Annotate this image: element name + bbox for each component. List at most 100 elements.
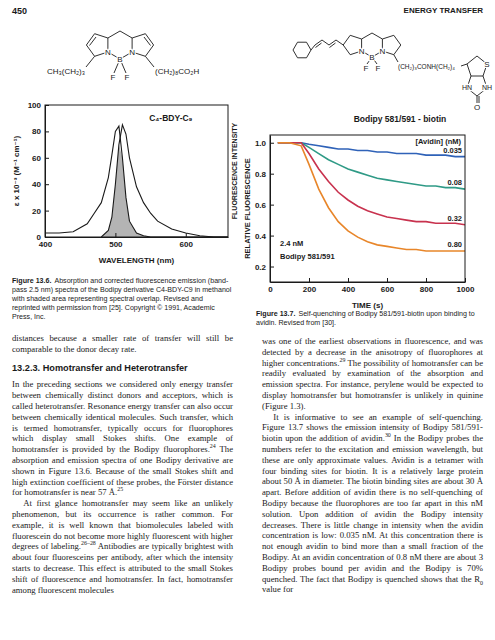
x-tick: 400 [342, 278, 356, 294]
x-tick-label: 800 [420, 285, 434, 294]
structure-label: B [369, 53, 374, 62]
x-tick-label: 0 [268, 285, 273, 294]
y-axis: 020406080100 [28, 101, 49, 242]
x-axis: 400500600 [39, 233, 229, 249]
bond [132, 34, 154, 57]
y-tick-label: 0 [37, 233, 42, 242]
bond [293, 42, 311, 58]
structure-label: N [105, 48, 111, 57]
y-tick-label: 100 [28, 101, 42, 110]
series-line [101, 125, 228, 237]
x-tick-mark [309, 278, 310, 282]
x-tick-label: 200 [303, 285, 317, 294]
annotation: C₄-BDY-C₉ [149, 113, 192, 123]
y-tick: 0.8 [255, 170, 274, 179]
y-tick-mark [45, 184, 49, 185]
y-tick-label: 0.2 [255, 263, 267, 272]
y-axis-line [45, 106, 46, 238]
paragraph: It is informative to see an example of s… [262, 412, 483, 596]
plot-frame [270, 135, 465, 282]
y-tick: 80 [32, 127, 49, 136]
y-tick-label: 80 [32, 127, 41, 136]
y-tick-mark [45, 237, 49, 238]
x-tick: 200 [303, 278, 317, 294]
section-heading: 13.2.3. Homotransfer and Heterotransfer [12, 363, 233, 374]
x-tick-mark [186, 233, 187, 237]
paragraph: At first glance homotransfer may seem li… [12, 498, 233, 595]
structure-label: N [359, 47, 365, 56]
x-tick: 500 [109, 233, 123, 249]
paragraph: distances because a smaller rate of tran… [12, 333, 233, 355]
page: 450ENERGY TRANSFERCH₃(CH₂)₃NBNFF(CH₂)₈CO… [0, 0, 495, 640]
bond [145, 56, 154, 67]
x-tick-label: 600 [180, 240, 194, 249]
x-axis-title: TIME (s) [352, 301, 383, 310]
x-tick-mark [115, 233, 116, 237]
x-tick-mark [348, 278, 349, 282]
series-line [278, 143, 465, 251]
bond [311, 40, 343, 50]
y-tick-mark [270, 267, 274, 268]
y-tick-label: 0.4 [255, 232, 267, 241]
y-tick-label: 0.6 [255, 201, 267, 210]
y-tick-mark [270, 174, 274, 175]
structure-label: F [125, 73, 130, 82]
text-run: value for [262, 584, 293, 594]
structure-13-6: CH₃(CH₂)₃NBNFF(CH₂)₈CO₂H [47, 31, 199, 82]
x-axis-line [46, 237, 229, 238]
structure-label: F [376, 64, 381, 73]
y-tick-label: 40 [32, 180, 41, 189]
y-tick-mark [45, 131, 49, 132]
y-axis-title: RELATIVE FLUORESCENCE [243, 158, 252, 259]
subscript: 0 [480, 579, 483, 585]
x-tick: 600 [180, 233, 194, 249]
y-tick: 0 [37, 233, 49, 242]
y-tick: 0.2 [255, 263, 274, 272]
chart-0: 400500600020406080100WAVELENGTH (nm)ε x … [12, 101, 238, 265]
plot-area [278, 143, 465, 251]
series-label: 0.80 [447, 240, 462, 249]
superscript: 24 [210, 443, 216, 449]
bond [394, 55, 398, 62]
x-tick-label: 500 [109, 240, 123, 249]
running-head: ENERGY TRANSFER [404, 6, 483, 15]
y-tick-mark [270, 205, 274, 206]
y-axis-line [270, 136, 271, 283]
y-tick-label: 0.8 [255, 170, 267, 179]
structure-label: (CH₂)₈CO₂H [155, 67, 199, 76]
caption: Figure 13.6.Absorption and corrected flu… [12, 277, 232, 322]
x-tick: 1000 [457, 278, 475, 294]
superscript: 25 [117, 486, 123, 492]
x-tick-label: 600 [381, 285, 395, 294]
x-tick-label: 400 [342, 285, 356, 294]
y-tick: 20 [32, 207, 49, 216]
annotation: [Avidin] (nM) [415, 137, 461, 146]
page-number: 450 [12, 6, 27, 16]
caption-label: Figure 13.6. [12, 277, 51, 285]
x-tick-mark [387, 278, 388, 282]
text-run: distances because a smaller rate of tran… [12, 333, 233, 354]
x-axis-title: WAVELENGTH (nm) [99, 256, 175, 265]
y-tick: 40 [32, 180, 49, 189]
y-tick-mark [270, 236, 274, 237]
plot-frame [45, 105, 228, 237]
overlap-area [101, 145, 150, 237]
superscript: 29 [339, 357, 345, 363]
y2-axis-title: FLUORESCENCE INTENSITY [231, 122, 238, 219]
text-column: distances because a smaller rate of tran… [12, 333, 233, 595]
structure-label: NH [482, 84, 492, 91]
paragraph: was one of the earliest observations in … [262, 336, 483, 412]
x-axis: 0 200 400 600 800 1000 [268, 278, 475, 294]
text-column: was one of the earliest observations in … [262, 336, 483, 595]
plot-area [45, 125, 228, 237]
y-tick-mark [45, 105, 49, 106]
y-tick: 0.4 [255, 232, 274, 241]
y-axis-title: ε x 10⁻³ (M⁻¹ cm⁻¹) [12, 136, 21, 207]
y-tick-mark [45, 158, 49, 159]
caption: Figure 13.7.Self-quenching of Bodipy 581… [256, 310, 484, 328]
structure-label: HN [462, 84, 472, 91]
structure-label: Bodipy 581/591 - biotin [354, 114, 447, 124]
bond [144, 37, 151, 46]
structure-label: F [364, 64, 369, 73]
superscript: 30 [385, 432, 391, 438]
